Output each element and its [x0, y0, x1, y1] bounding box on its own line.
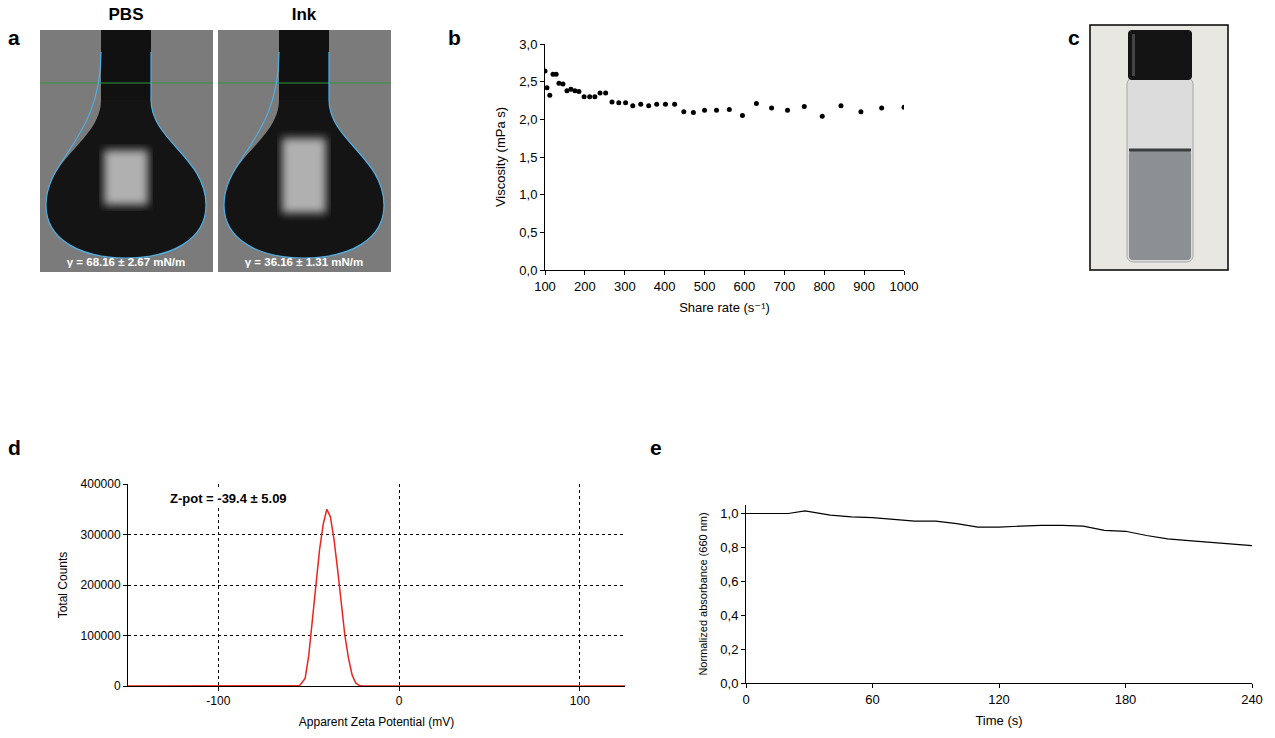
svg-text:400: 400 — [654, 279, 676, 294]
svg-text:1,0: 1,0 — [720, 506, 738, 521]
svg-text:700: 700 — [773, 279, 795, 294]
svg-text:0,4: 0,4 — [720, 608, 738, 623]
svg-text:200: 200 — [574, 279, 596, 294]
svg-text:3,0: 3,0 — [519, 37, 537, 52]
svg-text:0,8: 0,8 — [720, 540, 738, 555]
svg-text:800: 800 — [813, 279, 835, 294]
svg-text:Share rate (s⁻¹): Share rate (s⁻¹) — [679, 300, 770, 315]
svg-text:Time (s): Time (s) — [975, 713, 1022, 728]
svg-text:1000: 1000 — [890, 279, 919, 294]
svg-text:400000: 400000 — [81, 477, 121, 491]
svg-text:Normalized absorbance (660 nm): Normalized absorbance (660 nm) — [697, 512, 709, 675]
svg-text:PBS: PBS — [109, 5, 144, 24]
svg-text:2,5: 2,5 — [519, 74, 537, 89]
svg-text:γ = 68.16 ± 2.67 mN/m: γ = 68.16 ± 2.67 mN/m — [67, 256, 186, 268]
svg-text:0: 0 — [396, 694, 403, 708]
svg-text:Ink: Ink — [292, 5, 317, 24]
html-text:e: e — [650, 436, 662, 459]
svg-text:100: 100 — [570, 694, 590, 708]
svg-text:0: 0 — [742, 692, 749, 707]
svg-text:60: 60 — [865, 692, 879, 707]
html-text:d: d — [8, 436, 21, 459]
html-text:a: a — [8, 26, 20, 49]
svg-text:Total Counts: Total Counts — [56, 552, 70, 619]
svg-text:900: 900 — [853, 279, 875, 294]
svg-text:300: 300 — [614, 279, 636, 294]
svg-text:1,0: 1,0 — [519, 187, 537, 202]
svg-text:0,2: 0,2 — [720, 642, 738, 657]
svg-text:500: 500 — [694, 279, 716, 294]
svg-text:300000: 300000 — [81, 528, 121, 542]
svg-text:0,5: 0,5 — [519, 225, 537, 240]
svg-text:-100: -100 — [206, 694, 230, 708]
html-text:c: c — [1068, 26, 1080, 49]
svg-text:0: 0 — [114, 679, 121, 693]
svg-text:0,0: 0,0 — [720, 676, 738, 691]
svg-text:0,0: 0,0 — [519, 263, 537, 278]
svg-text:240: 240 — [1241, 692, 1263, 707]
svg-text:Apparent Zeta Potential (mV): Apparent Zeta Potential (mV) — [299, 715, 454, 729]
svg-text:100000: 100000 — [81, 629, 121, 643]
svg-text:600: 600 — [734, 279, 756, 294]
svg-text:2,0: 2,0 — [519, 112, 537, 127]
svg-text:1,5: 1,5 — [519, 150, 537, 165]
html-text:b: b — [448, 26, 461, 49]
svg-text:Z-pot = -39.4 ± 5.09: Z-pot = -39.4 ± 5.09 — [170, 491, 287, 506]
svg-text:100: 100 — [534, 279, 556, 294]
svg-text:γ = 36.16 ± 1.31 mN/m: γ = 36.16 ± 1.31 mN/m — [245, 256, 364, 268]
svg-text:0,6: 0,6 — [720, 574, 738, 589]
svg-text:120: 120 — [988, 692, 1010, 707]
svg-text:180: 180 — [1115, 692, 1137, 707]
svg-text:Viscosity (mPa s): Viscosity (mPa s) — [493, 107, 508, 207]
svg-text:200000: 200000 — [81, 578, 121, 592]
